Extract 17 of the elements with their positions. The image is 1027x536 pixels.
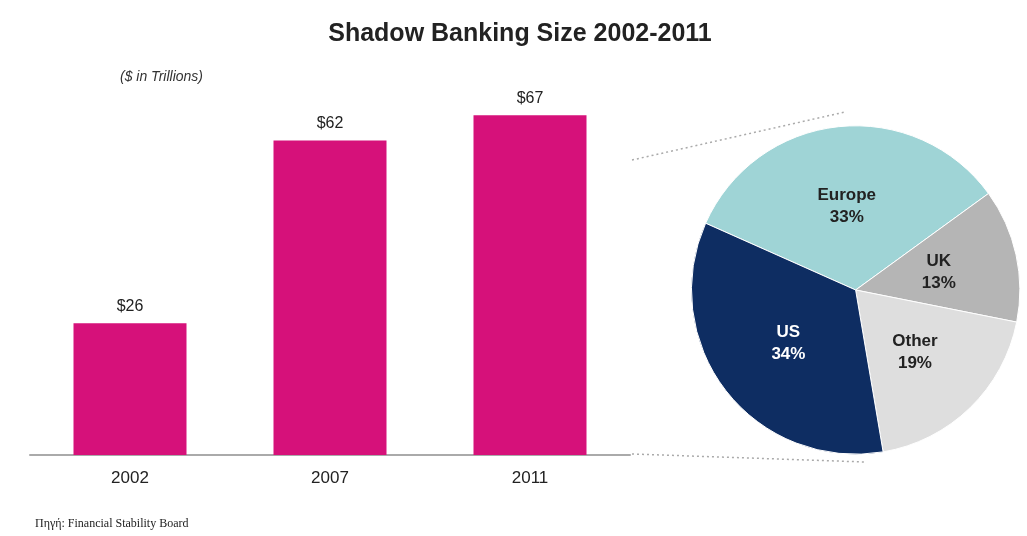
chart-title: Shadow Banking Size 2002-2011 <box>328 17 712 46</box>
x-tick-label: 2002 <box>111 468 149 487</box>
data-label: $26 <box>116 296 144 314</box>
text: Πηγή: Financial Stability Board <box>35 516 189 530</box>
data-label: $62 <box>316 114 344 132</box>
x-tick-label: 2007 <box>311 468 349 487</box>
data-label: 13% <box>921 273 956 293</box>
data-label: 34% <box>771 343 806 363</box>
data-label: 33% <box>829 206 864 226</box>
slice-label: UK <box>926 251 952 271</box>
chart-subtitle: ($ in Trillions) <box>120 68 203 84</box>
slice-label: Other <box>892 330 939 350</box>
data-label: 19% <box>897 352 932 372</box>
data-label: $67 <box>516 88 544 106</box>
slice-label: US <box>776 321 801 341</box>
slice-label: Europe <box>817 184 877 204</box>
x-tick-label: 2011 <box>511 468 549 487</box>
